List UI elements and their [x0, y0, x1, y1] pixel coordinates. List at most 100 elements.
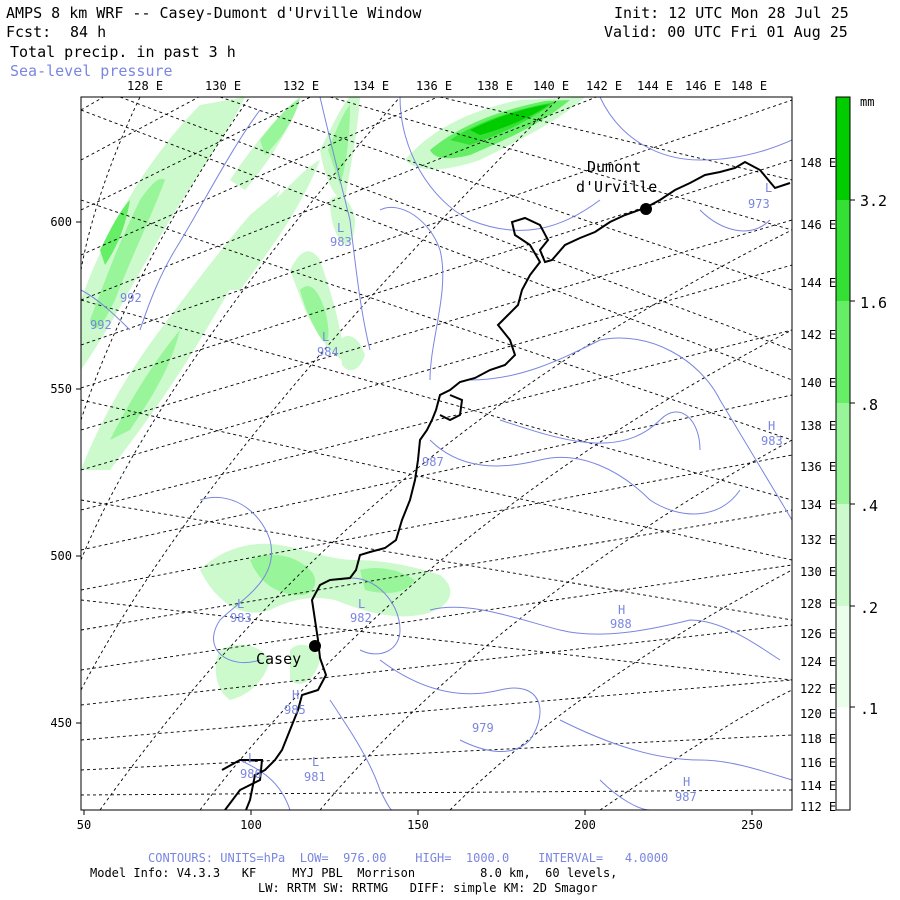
right-lon-label: 148 E	[800, 156, 836, 170]
colorbar-swatch	[836, 97, 850, 200]
colorbar-level: 3.2	[860, 192, 887, 210]
pressure-center-value: 973	[748, 197, 770, 211]
plot-area: L 983 L 984 992 992 987 L 983 L 982 H 98…	[81, 97, 792, 810]
top-lon-label: 148 E	[731, 79, 767, 93]
pressure-center-type: L	[765, 181, 772, 195]
bottom-grid-label: 200	[574, 818, 596, 832]
pressure-center-value: 979	[472, 721, 494, 735]
right-lon-label: 126 E	[800, 627, 836, 641]
right-lon-label: 138 E	[800, 419, 836, 433]
top-lon-label: 132 E	[283, 79, 319, 93]
right-lon-label: 122 E	[800, 682, 836, 696]
model-info: Model Info: V4.3.3 KF MYJ PBL Morrison 8…	[90, 866, 618, 880]
valid-time: Valid: 00 UTC Fri 01 Aug 25	[604, 23, 848, 41]
dumont-durville-label-line2: d'Urville	[576, 178, 657, 196]
left-grid-label: 450	[50, 716, 72, 730]
pressure-center-type: H	[618, 603, 625, 617]
top-lon-label: 136 E	[416, 79, 452, 93]
bottom-axis-labels: 50 100 150 200 250	[77, 818, 763, 832]
right-lon-label: 142 E	[800, 328, 836, 342]
right-lon-label: 146 E	[800, 218, 836, 232]
pressure-center-value: 985	[284, 703, 306, 717]
colorbar-level: .1	[860, 700, 878, 718]
overlay-name: Sea-level pressure	[10, 62, 173, 80]
casey-marker	[309, 640, 321, 652]
top-lon-label: 130 E	[205, 79, 241, 93]
pressure-center-value: 986	[240, 767, 262, 781]
pressure-center-value: 987	[422, 455, 444, 469]
bottom-grid-label: 50	[77, 818, 91, 832]
colorbar-swatch	[836, 301, 850, 403]
top-axis-labels: 128 E 130 E 132 E 134 E 136 E 138 E 140 …	[127, 79, 767, 93]
pressure-center-value: 983	[330, 235, 352, 249]
right-lon-label: 114 E	[800, 779, 836, 793]
forecast-hour: 84 h	[70, 23, 107, 41]
pressure-center-value: 983	[230, 611, 252, 625]
right-lon-label: 124 E	[800, 655, 836, 669]
left-grid-label: 600	[50, 215, 72, 229]
physics-info: LW: RRTM SW: RRTMG DIFF: simple KM: 2D S…	[258, 881, 598, 895]
bottom-grid-label: 250	[741, 818, 763, 832]
top-lon-label: 140 E	[533, 79, 569, 93]
pressure-center-type: L	[248, 751, 255, 765]
pressure-center-type: L	[337, 221, 344, 235]
right-lon-label: 140 E	[800, 376, 836, 390]
right-lon-label: 134 E	[800, 498, 836, 512]
pressure-labels: L 983 L 984 992 992 987 L 983 L 982 H 98…	[90, 181, 783, 804]
plot-frame	[80, 96, 793, 811]
colorbar-swatch	[836, 504, 850, 606]
right-lon-label: 112 E	[800, 800, 836, 814]
colorbar-swatch	[836, 200, 850, 301]
left-grid-label: 500	[50, 549, 72, 563]
right-axis-labels: 148 E 146 E 144 E 142 E 140 E 138 E 136 …	[800, 156, 836, 814]
casey-label: Casey	[256, 650, 301, 668]
pressure-center-value: 992	[120, 291, 142, 305]
colorbar-level: .4	[860, 497, 878, 515]
right-lon-label: 128 E	[800, 597, 836, 611]
pressure-center-type: H	[683, 775, 690, 789]
pressure-center-value: 987	[675, 790, 697, 804]
pressure-center-value: 983	[761, 434, 783, 448]
right-lon-label: 116 E	[800, 756, 836, 770]
pressure-center-type: L	[237, 597, 244, 611]
dumont-durville-marker	[640, 203, 652, 215]
pressure-center-value: 988	[610, 617, 632, 631]
pressure-center-type: H	[292, 688, 299, 702]
top-lon-label: 138 E	[477, 79, 513, 93]
top-lon-label: 146 E	[685, 79, 721, 93]
forecast-label: Fcst:	[6, 23, 52, 41]
colorbar-swatch	[836, 606, 850, 707]
graticule	[81, 97, 792, 810]
left-axis-labels: 600 550 500 450	[50, 215, 72, 730]
init-time: Init: 12 UTC Mon 28 Jul 25	[614, 4, 849, 22]
right-lon-label: 120 E	[800, 707, 836, 721]
right-lon-label: 136 E	[800, 460, 836, 474]
pressure-center-value: 984	[317, 345, 339, 359]
colorbar-swatch	[836, 403, 850, 504]
dumont-durville-label-line1: Dumont	[587, 158, 641, 176]
pressure-center-value: 982	[350, 611, 372, 625]
map-title: AMPS 8 km WRF -- Casey-Dumont d'Urville …	[6, 4, 422, 22]
pressure-center-value: 981	[304, 770, 326, 784]
contour-info: CONTOURS: UNITS=hPa LOW= 976.00 HIGH= 10…	[148, 851, 669, 865]
top-lon-label: 144 E	[637, 79, 673, 93]
right-lon-label: 144 E	[800, 276, 836, 290]
pressure-center-value: 992	[90, 318, 112, 332]
coastline	[221, 160, 791, 810]
slp-contours	[81, 97, 792, 810]
bottom-grid-label: 150	[407, 818, 429, 832]
pressure-center-type: L	[312, 755, 319, 769]
colorbar-level: .8	[860, 396, 878, 414]
right-lon-label: 118 E	[800, 732, 836, 746]
station-markers	[309, 203, 652, 652]
top-lon-label: 134 E	[353, 79, 389, 93]
pressure-center-type: L	[358, 597, 365, 611]
field-name: Total precip. in past 3 h	[10, 43, 236, 61]
top-lon-label: 128 E	[127, 79, 163, 93]
colorbar: mm 3.2 1.6 .8 .4 .2 .1	[835, 95, 887, 811]
right-lon-label: 130 E	[800, 565, 836, 579]
colorbar-unit: mm	[860, 95, 874, 109]
colorbar-level: .2	[860, 599, 878, 617]
pressure-center-type: H	[768, 419, 775, 433]
